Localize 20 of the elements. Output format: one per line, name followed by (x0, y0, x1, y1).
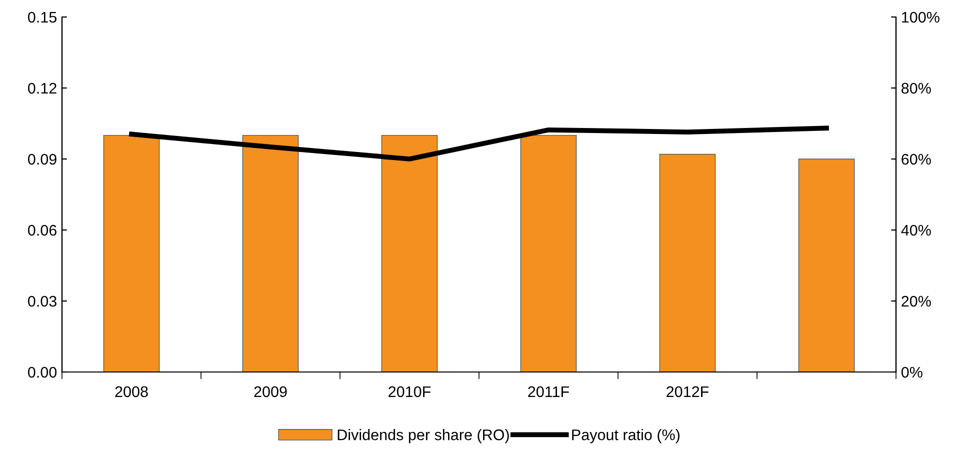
y2-tick-label: 40% (901, 224, 931, 236)
y-tick-label: 0.00 (28, 366, 57, 378)
legend-label: Payout ratio (%) (572, 429, 680, 444)
legend-label: Dividends per share (RO) (338, 429, 509, 444)
x-tick-label: 2012F (666, 386, 709, 398)
y2-tick-label: 0% (901, 366, 922, 378)
x-tick-label: 2009 (254, 386, 287, 398)
y-tick-label: 0.03 (28, 296, 56, 307)
y-tick-label: 0.12 (28, 82, 56, 94)
x-tick-label: 2010F (388, 386, 431, 398)
y2-tick-label: 60% (902, 154, 931, 165)
line-series (129, 126, 829, 162)
x-tick-label: 2011F (528, 386, 569, 398)
y2-tick-label: 20% (902, 296, 931, 307)
x-tick-label: 2008 (115, 386, 148, 398)
y-tick-label: 0.06 (28, 224, 56, 236)
y2-tick-label: 100% (902, 12, 940, 23)
y-tick-label: 0.09 (28, 154, 56, 165)
y2-tick-label: 80% (902, 82, 931, 94)
y-tick-label: 0.15 (28, 12, 56, 23)
